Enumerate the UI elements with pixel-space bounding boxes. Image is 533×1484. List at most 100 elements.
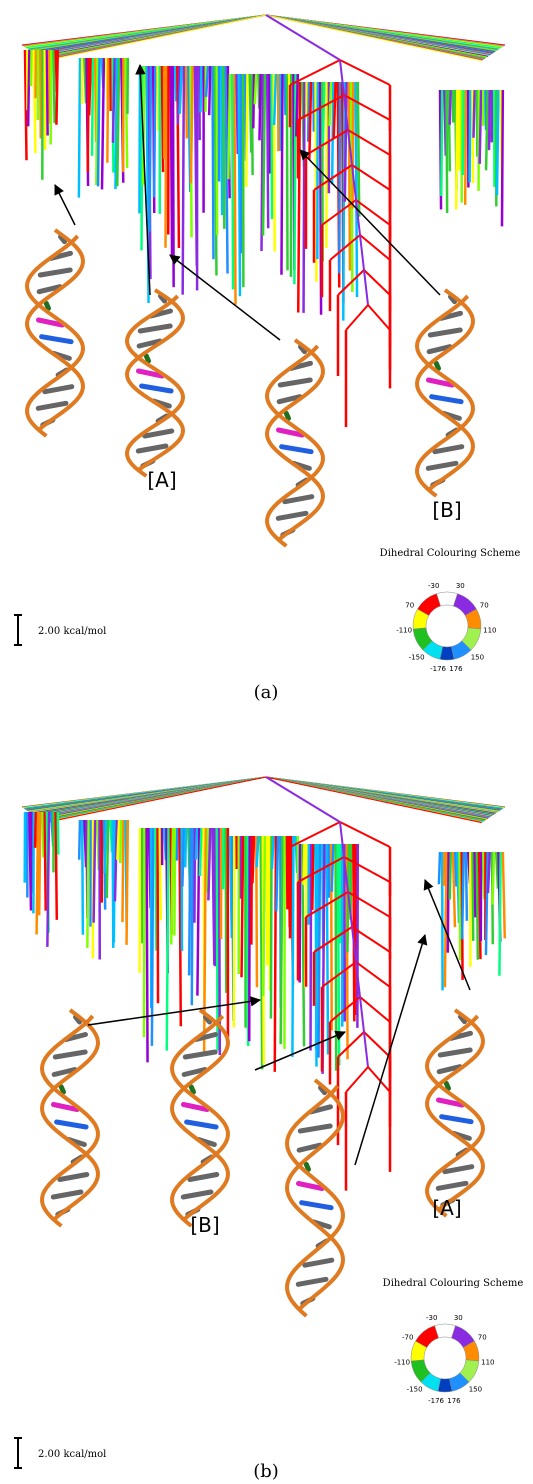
leaf <box>499 852 500 976</box>
branch <box>340 822 390 847</box>
wheel-label: -110 <box>394 1359 410 1367</box>
wheel-label: -110 <box>396 627 412 635</box>
base-pair <box>38 403 66 408</box>
leaf <box>456 90 457 209</box>
wheel-label: 70 <box>478 1334 487 1342</box>
base-pair <box>60 1175 87 1180</box>
leaf <box>269 74 270 174</box>
branch <box>360 235 364 270</box>
arrow <box>255 1032 345 1070</box>
branch <box>348 130 390 155</box>
leaf <box>338 844 339 1066</box>
figure-content: [A][B]Dihedral Colouring Scheme-30307011… <box>14 15 523 1482</box>
leaf <box>28 50 29 126</box>
leaf <box>217 828 218 1051</box>
leaf <box>285 74 286 115</box>
leaf <box>287 74 288 270</box>
leaf <box>147 828 148 1062</box>
leaf <box>56 50 57 125</box>
leaf <box>492 852 494 905</box>
panel-label: (b) <box>253 1461 279 1482</box>
branch <box>360 997 390 1022</box>
leaf <box>251 836 252 945</box>
leaf <box>191 66 193 183</box>
leaf <box>186 66 187 138</box>
leaf <box>313 82 314 132</box>
leaf <box>98 58 100 186</box>
leaf <box>89 58 91 115</box>
leaf <box>92 58 93 156</box>
arrow <box>55 185 75 225</box>
base-pair <box>442 1117 471 1122</box>
leaf <box>332 844 334 892</box>
wheel-label: -150 <box>407 1385 423 1393</box>
leaf <box>197 828 199 996</box>
base-pair <box>191 1087 193 1092</box>
leaf <box>228 74 230 179</box>
wheel-label: 70 <box>480 602 489 610</box>
wheel-label: -150 <box>409 653 425 661</box>
leaf <box>450 90 451 125</box>
base-pair <box>280 380 310 385</box>
leaf <box>445 852 447 987</box>
leaf <box>441 90 442 196</box>
leaf <box>316 844 318 1049</box>
scale-bar <box>14 615 22 645</box>
leaf <box>287 836 288 909</box>
base-pair <box>140 326 170 331</box>
leaf <box>232 74 233 289</box>
leaf <box>183 66 184 295</box>
wheel-label: 176 <box>449 665 463 673</box>
leaf <box>497 90 499 195</box>
base-pair <box>435 447 462 452</box>
leaf <box>120 820 121 863</box>
leaf <box>475 852 476 917</box>
structure-label: [A] <box>147 468 176 492</box>
branch <box>364 1032 368 1067</box>
leaf <box>152 828 153 1046</box>
leaf <box>117 820 119 860</box>
base-pair <box>278 513 306 518</box>
leaf <box>234 74 235 305</box>
base-pair <box>145 431 172 436</box>
wheel-label: 110 <box>483 627 496 635</box>
scale-label: 2.00 kcal/mol <box>38 626 106 637</box>
leaf <box>122 820 123 922</box>
branch <box>346 1067 368 1092</box>
leaf <box>486 852 488 955</box>
structure-label: [B] <box>190 1213 219 1237</box>
leaf <box>37 812 39 934</box>
base-pair <box>300 1126 330 1131</box>
leaf <box>281 74 282 275</box>
leaf <box>215 828 216 966</box>
branch <box>364 1032 390 1057</box>
base-pair <box>40 270 70 275</box>
leaf <box>35 812 36 848</box>
base-pair <box>302 1203 331 1208</box>
leaf <box>259 74 260 140</box>
leaf <box>155 828 156 951</box>
wheel-label: 150 <box>469 1385 482 1393</box>
wheel-label: 30 <box>454 1314 463 1322</box>
leaf <box>486 90 488 170</box>
leaf <box>189 828 190 975</box>
leaf <box>329 82 331 126</box>
base-pair <box>138 446 166 451</box>
leaf <box>439 852 440 884</box>
base-pair <box>42 337 71 342</box>
branch <box>364 270 390 295</box>
leaf <box>47 812 49 947</box>
base-pair <box>286 413 288 418</box>
base-pair <box>428 463 456 468</box>
branch <box>338 270 364 295</box>
leaf <box>474 90 475 138</box>
leaf <box>226 828 227 993</box>
leaf <box>319 844 320 1058</box>
wheel-label: 30 <box>456 582 465 590</box>
scale-label: 2.00 kcal/mol <box>38 1449 106 1460</box>
leaf <box>45 812 46 911</box>
legend-title: Dihedral Colouring Scheme <box>380 548 521 559</box>
leaf <box>82 820 83 935</box>
